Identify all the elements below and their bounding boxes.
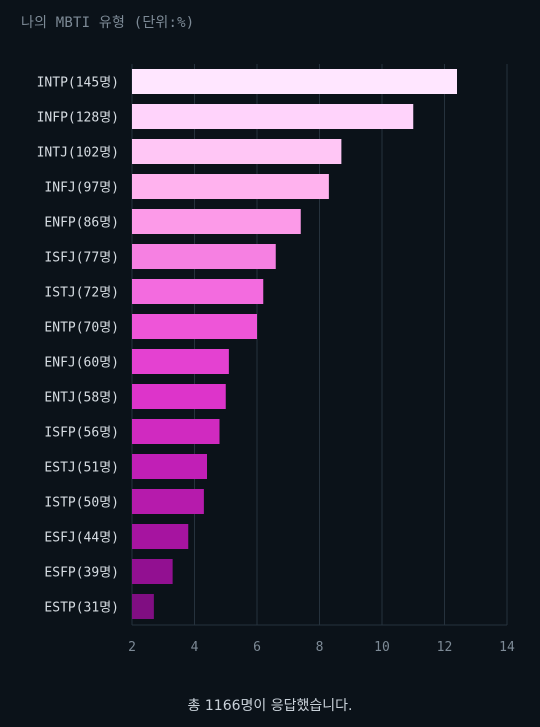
- x-tick-label: 12: [437, 640, 453, 655]
- x-tick-label: 2: [128, 640, 136, 655]
- bar: [132, 209, 301, 234]
- category-label: ENFP(86명): [44, 216, 119, 231]
- bar: [132, 454, 207, 479]
- category-label: INFJ(97명): [44, 181, 119, 196]
- bar: [132, 524, 189, 549]
- bar: [132, 419, 220, 444]
- chart-title: 나의 MBTI 유형 (단위:%): [21, 15, 195, 31]
- x-tick-label: 4: [191, 640, 199, 655]
- category-label: ENTJ(58명): [44, 391, 119, 406]
- bar: [132, 69, 457, 94]
- bar: [132, 349, 229, 374]
- category-label: ISFJ(77명): [44, 251, 119, 266]
- category-label: INTP(145명): [37, 76, 119, 91]
- bar: [132, 384, 226, 409]
- response-count-footer: 총 1166명이 응답했습니다.: [187, 698, 353, 714]
- bar: [132, 244, 276, 269]
- x-tick-label: 6: [253, 640, 261, 655]
- category-label: ISTJ(72명): [44, 286, 119, 301]
- bars: [132, 69, 457, 619]
- category-label: ISFP(56명): [44, 426, 119, 441]
- category-labels: INTP(145명) INFP(128명) INTJ(102명) INFJ(97명) E…: [37, 76, 119, 616]
- category-label: ENTP(70명): [44, 321, 119, 336]
- category-label: INFP(128명): [37, 111, 119, 126]
- bar: [132, 104, 414, 129]
- category-label: ESFJ(44명): [44, 531, 119, 546]
- bar: [132, 559, 173, 584]
- x-tick-label: 10: [374, 640, 390, 655]
- bar: [132, 139, 342, 164]
- category-label: ESFP(39명): [44, 566, 119, 581]
- category-label: ENFJ(60명): [44, 356, 119, 371]
- x-tick-labels: 2 4 6 8 10 12 14: [128, 640, 515, 655]
- bar: [132, 314, 257, 339]
- x-tick-label: 14: [499, 640, 515, 655]
- bar: [132, 489, 204, 514]
- bar: [132, 174, 329, 199]
- x-tick-label: 8: [316, 640, 324, 655]
- category-label: ESTP(31명): [44, 601, 119, 616]
- category-label: ESTJ(51명): [44, 461, 119, 476]
- bar: [132, 279, 264, 304]
- category-label: ISTP(50명): [44, 496, 119, 511]
- category-label: INTJ(102명): [37, 146, 119, 161]
- bar: [132, 594, 154, 619]
